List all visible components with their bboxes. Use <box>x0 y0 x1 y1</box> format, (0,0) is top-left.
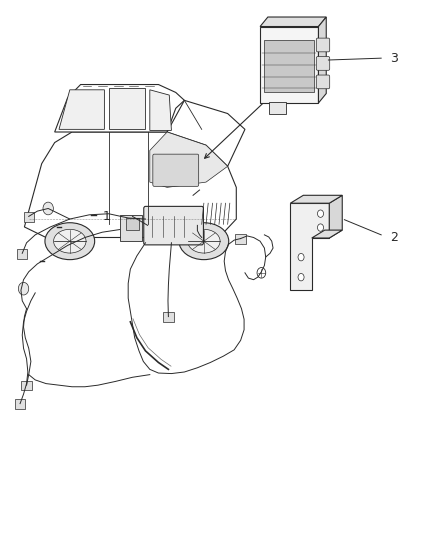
Text: 2: 2 <box>390 231 398 244</box>
Ellipse shape <box>298 254 304 261</box>
Polygon shape <box>312 230 342 238</box>
Polygon shape <box>59 90 104 130</box>
Bar <box>126 218 139 230</box>
Bar <box>24 212 34 222</box>
FancyBboxPatch shape <box>144 206 203 245</box>
Polygon shape <box>55 85 184 132</box>
Polygon shape <box>290 195 342 203</box>
Polygon shape <box>329 195 342 238</box>
Polygon shape <box>167 100 245 166</box>
Bar <box>15 399 25 409</box>
Ellipse shape <box>187 229 220 253</box>
Polygon shape <box>25 132 236 238</box>
Polygon shape <box>260 17 326 27</box>
Text: 3: 3 <box>390 52 398 64</box>
Bar <box>265 39 314 92</box>
Polygon shape <box>109 88 145 130</box>
Ellipse shape <box>318 224 324 231</box>
Ellipse shape <box>45 223 95 260</box>
Bar <box>269 102 286 114</box>
Circle shape <box>18 282 29 295</box>
Ellipse shape <box>179 223 229 260</box>
Bar <box>236 235 246 244</box>
FancyBboxPatch shape <box>316 38 330 52</box>
Bar <box>120 215 142 241</box>
Polygon shape <box>290 203 329 290</box>
FancyBboxPatch shape <box>316 56 330 70</box>
Polygon shape <box>260 27 318 103</box>
Ellipse shape <box>318 210 324 217</box>
Circle shape <box>43 202 53 215</box>
Bar <box>163 312 173 322</box>
Bar <box>17 249 28 259</box>
Circle shape <box>257 268 266 278</box>
Ellipse shape <box>53 229 86 253</box>
Text: 1: 1 <box>102 210 110 223</box>
Polygon shape <box>150 132 228 188</box>
Bar <box>21 381 32 391</box>
Polygon shape <box>318 17 326 103</box>
Ellipse shape <box>298 273 304 281</box>
Polygon shape <box>150 90 171 131</box>
FancyBboxPatch shape <box>153 154 199 187</box>
FancyBboxPatch shape <box>316 75 330 89</box>
